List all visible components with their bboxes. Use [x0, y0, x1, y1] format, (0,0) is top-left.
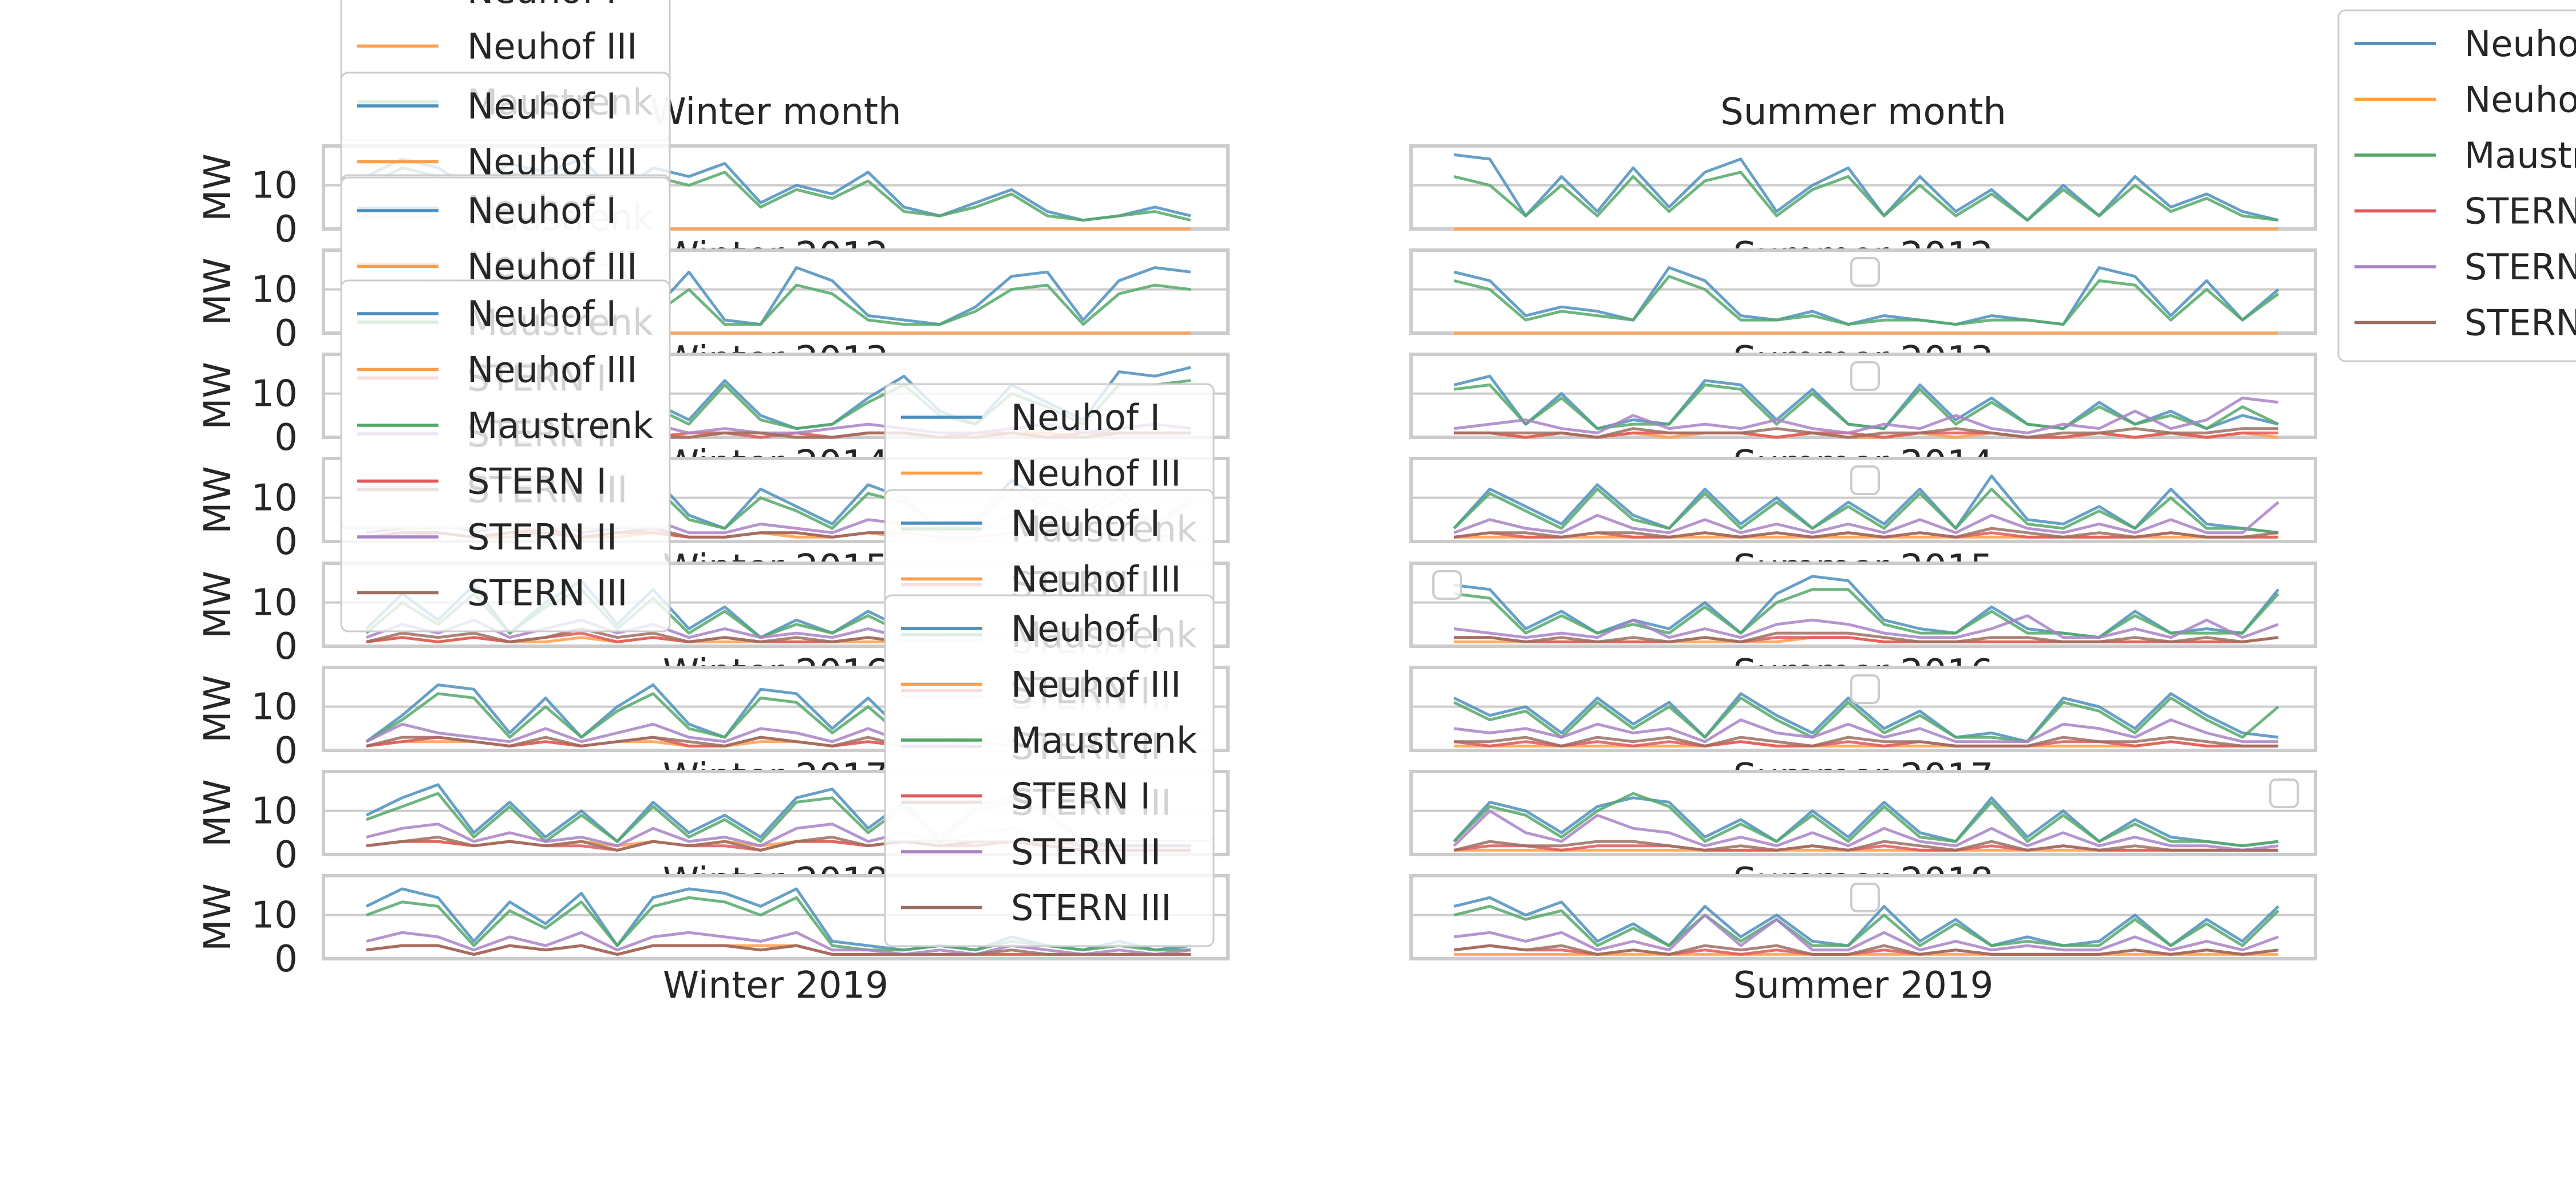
legend-entry-label: STERN I	[467, 461, 607, 503]
legend-entry-label: Neuhof I	[1011, 608, 1160, 650]
series-line-maustrenk	[1453, 696, 2279, 744]
legend-entry-label: Neuhof I	[467, 0, 617, 11]
legend-entry-label: Neuhof III	[1011, 453, 1181, 495]
legend-entry-label: STERN III	[2464, 302, 2576, 344]
legend-entry-label: STERN II	[1011, 831, 1161, 873]
empty-legend-box	[1850, 883, 1880, 912]
series-line-stern-ii	[1453, 718, 2278, 744]
series-line-maustrenk	[1453, 275, 2279, 326]
series-line-stern-i	[1453, 740, 2278, 748]
series-line-neuhof-i	[1453, 266, 2279, 326]
series-line-stern-ii	[1453, 914, 2279, 952]
legend-summer: Neuhof I Neuhof III Maustrenk STERN I STERN …	[2337, 9, 2576, 362]
legend-entry-label: Neuhof III	[1011, 559, 1181, 600]
series-line-stern-ii	[1453, 809, 2279, 852]
y-tick-label: 0	[274, 730, 298, 772]
legend-entry-label: Neuhof I	[467, 190, 617, 232]
series-line-maustrenk	[1453, 383, 2279, 430]
series-line-neuhof-i	[1453, 796, 2279, 848]
y-tick-label: 10	[251, 269, 298, 311]
legend-entry-label: Maustrenk	[467, 405, 653, 446]
series-line-stern-ii	[366, 931, 1191, 956]
panel-summer-2018: Summer 2018	[1409, 770, 2317, 903]
legend-entry-label: Neuhof I	[1011, 397, 1160, 438]
y-tick-label: 0	[274, 938, 298, 980]
series-line-stern-iii	[1454, 736, 2278, 748]
legend-entry-label: Neuhof III	[467, 26, 637, 68]
y-tick-label: 10	[251, 373, 298, 416]
y-tick-label: 10	[251, 582, 298, 624]
y-axis-label: MW	[197, 779, 239, 847]
empty-legend-box	[2269, 778, 2299, 808]
y-axis-label: MW	[197, 571, 239, 639]
series-line-stern-iii	[1453, 527, 2279, 539]
y-tick-label: 0	[274, 834, 298, 876]
legend-winter-2019: Neuhof I Neuhof III Maustrenk STERN I STERN …	[884, 594, 1215, 947]
y-tick-label: 0	[274, 626, 298, 668]
y-tick-label: 10	[251, 686, 298, 729]
x-axis-label: Winter 2019	[663, 964, 888, 1007]
series-line-stern-iii	[1453, 840, 2278, 852]
y-tick-label: 10	[251, 477, 298, 520]
series-line-stern-i	[1453, 844, 2278, 852]
legend-entry-label: Neuhof I	[2464, 23, 2576, 65]
panel-summer-2019: Summer 2019	[1409, 874, 2317, 1007]
y-axis-label: MW	[197, 883, 239, 951]
y-tick-label: 10	[251, 790, 298, 833]
series-line-stern-iii	[1454, 631, 2279, 643]
series-line-stern-ii	[1453, 396, 2279, 434]
y-axis-label: MW	[197, 153, 239, 222]
legend-entry-label: Neuhof I	[1011, 503, 1160, 544]
column-title: Summer month	[1720, 91, 2006, 133]
series-line-maustrenk	[1453, 792, 2279, 848]
y-tick-label: 0	[274, 208, 298, 251]
series-line-maustrenk	[1453, 588, 2279, 639]
series-line-stern-ii	[1453, 614, 2279, 639]
empty-legend-box	[1850, 257, 1880, 287]
legend-entry-label: STERN III	[467, 572, 627, 614]
column-title: Winter month	[650, 91, 901, 133]
legend-winter-2014: Neuhof I Neuhof III Maustrenk STERN I STERN …	[340, 279, 671, 632]
panel-summer-2015: Summer 2015	[1409, 457, 2317, 590]
series-line-neuhof-i	[1453, 896, 2279, 947]
empty-legend-box	[1850, 674, 1880, 704]
y-axis-label: MW	[197, 258, 239, 326]
legend-entry-label: STERN II	[2464, 246, 2576, 288]
series-line-stern-iii	[366, 944, 1191, 956]
series-line-stern-iii	[1453, 944, 2279, 956]
series-line-neuhof-i	[1453, 153, 2279, 222]
legend-entry-label: STERN II	[467, 516, 617, 558]
empty-legend-box	[1432, 570, 1462, 600]
y-axis-label: MW	[197, 675, 239, 743]
x-axis-label: Summer 2019	[1733, 964, 1994, 1007]
series-line-maustrenk	[1453, 904, 2279, 947]
series-line-stern-iii	[1454, 427, 2278, 439]
series-line-neuhof-i	[1453, 692, 2279, 744]
legend-entry-label: Maustrenk	[2464, 135, 2576, 176]
y-tick-label: 10	[251, 895, 298, 937]
legend-entry-label: Neuhof I	[467, 293, 617, 335]
y-tick-label: 10	[251, 165, 298, 207]
y-tick-label: 0	[274, 313, 298, 355]
legend-entry-label: Neuhof I	[467, 85, 617, 127]
legend-entry-label: STERN I	[1011, 776, 1151, 817]
legend-entry-label: Neuhof III	[2464, 79, 2576, 121]
legend-entry-label: STERN III	[1011, 887, 1171, 929]
empty-legend-box	[1850, 465, 1880, 495]
panel-summer-2013: Summer 2013	[1409, 248, 2317, 381]
legend-entry-label: Neuhof III	[467, 349, 637, 391]
y-tick-label: 0	[274, 521, 298, 563]
legend-entry-label: Neuhof III	[1011, 664, 1181, 706]
legend-entry-label: Maustrenk	[1011, 719, 1197, 761]
series-line-stern-ii	[1453, 501, 2279, 535]
empty-legend-box	[1850, 361, 1880, 391]
y-tick-label: 0	[274, 417, 298, 459]
y-axis-label: MW	[197, 466, 239, 534]
series-line-maustrenk	[1453, 171, 2279, 222]
legend-entry-label: STERN I	[2464, 191, 2576, 232]
y-axis-label: MW	[197, 362, 239, 430]
series-line-maustrenk	[1453, 487, 2279, 535]
